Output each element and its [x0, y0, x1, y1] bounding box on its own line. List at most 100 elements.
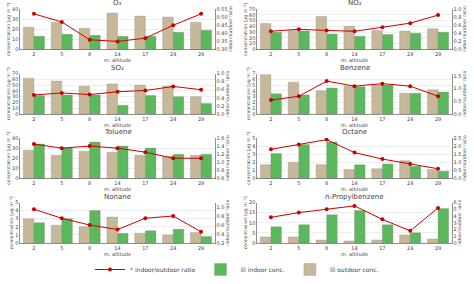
svg-text:concentration (µg m⁻³): concentration (µg m⁻³) — [243, 3, 248, 56]
svg-text:17: 17 — [379, 180, 385, 186]
svg-text:5: 5 — [252, 230, 255, 236]
svg-text:0: 0 — [252, 240, 255, 246]
svg-text:indoor/outdoor ratio: indoor/outdoor ratio — [225, 135, 230, 181]
svg-text:0.8: 0.8 — [217, 167, 225, 173]
svg-text:17: 17 — [142, 116, 148, 122]
svg-text:0.6: 0.6 — [217, 86, 225, 92]
svg-text:40: 40 — [249, 23, 255, 29]
svg-text:24: 24 — [407, 245, 413, 251]
svg-text:6: 6 — [454, 199, 457, 205]
svg-text:1.6: 1.6 — [217, 135, 225, 141]
svg-text:20: 20 — [12, 155, 18, 161]
svg-text:5: 5 — [297, 116, 300, 122]
svg-text:0.0: 0.0 — [217, 111, 225, 117]
svg-text:3: 3 — [252, 93, 255, 99]
svg-text:0.4: 0.4 — [454, 30, 462, 36]
svg-text:8: 8 — [88, 245, 91, 251]
svg-text:n-Propylbenzene: n-Propylbenzene — [325, 193, 384, 201]
svg-text:0.6: 0.6 — [217, 175, 225, 181]
svg-text:0: 0 — [252, 175, 255, 181]
svg-text:10: 10 — [249, 220, 255, 226]
svg-text:0.6: 0.6 — [217, 222, 225, 228]
svg-text:70: 70 — [249, 6, 255, 12]
svg-text:4: 4 — [454, 213, 457, 219]
svg-text:14: 14 — [114, 51, 120, 57]
svg-text:indoor/outdoor ratio: indoor/outdoor ratio — [225, 70, 230, 116]
svg-text:1.0: 1.0 — [217, 70, 225, 76]
svg-text:0: 0 — [252, 46, 255, 52]
svg-text:0.2: 0.2 — [454, 38, 462, 44]
svg-text:1.0: 1.0 — [217, 159, 225, 165]
svg-text:4: 4 — [252, 143, 255, 149]
svg-text:2: 2 — [32, 51, 35, 57]
svg-text:8: 8 — [88, 116, 91, 122]
svg-text:17: 17 — [142, 245, 148, 251]
svg-text:m. altitude: m. altitude — [104, 57, 131, 63]
svg-text:5: 5 — [297, 245, 300, 251]
svg-text:0: 0 — [15, 111, 18, 117]
svg-text:Octane: Octane — [342, 128, 367, 136]
svg-text:concentration (µg m⁻³): concentration (µg m⁻³) — [6, 3, 11, 56]
svg-text:10: 10 — [12, 165, 18, 171]
svg-text:1.5: 1.5 — [454, 73, 462, 79]
svg-text:10: 10 — [249, 40, 255, 46]
svg-text:1.0: 1.0 — [217, 204, 225, 210]
svg-text:0: 0 — [15, 240, 18, 246]
svg-text:5: 5 — [15, 199, 18, 205]
svg-text:0.0: 0.0 — [454, 46, 462, 52]
svg-text:14: 14 — [351, 116, 357, 122]
svg-text:50: 50 — [249, 17, 255, 23]
svg-text:m. altitude: m. altitude — [341, 186, 368, 192]
svg-text:3: 3 — [252, 151, 255, 157]
svg-text:0: 0 — [454, 240, 457, 246]
svg-text:20: 20 — [12, 99, 18, 105]
svg-text:30: 30 — [249, 29, 255, 35]
svg-text:5: 5 — [60, 116, 63, 122]
svg-text:0.5: 0.5 — [454, 167, 462, 173]
svg-text:29: 29 — [435, 245, 441, 251]
svg-text:5: 5 — [297, 180, 300, 186]
svg-text:2: 2 — [252, 159, 255, 165]
svg-text:0.4: 0.4 — [217, 231, 225, 237]
svg-text:2: 2 — [269, 180, 272, 186]
svg-text:indoor/outdoor ratio: indoor/outdoor ratio — [462, 70, 467, 116]
svg-text:29: 29 — [435, 180, 441, 186]
svg-text:5: 5 — [60, 245, 63, 251]
svg-text:concentration (µg m⁻³): concentration (µg m⁻³) — [6, 67, 11, 120]
svg-text:2: 2 — [32, 180, 35, 186]
svg-text:30: 30 — [12, 93, 18, 99]
svg-text:concentration (µg m⁻³): concentration (µg m⁻³) — [246, 67, 251, 120]
svg-text:m. altitude: m. altitude — [104, 251, 131, 257]
svg-text:m. altitude: m. altitude — [104, 122, 131, 128]
svg-text:2: 2 — [32, 245, 35, 251]
svg-text:30: 30 — [12, 145, 18, 151]
svg-text:2: 2 — [252, 99, 255, 105]
svg-text:1.0: 1.0 — [454, 159, 462, 165]
svg-text:7: 7 — [252, 70, 255, 76]
svg-text:0.30: 0.30 — [217, 46, 228, 52]
svg-text:0: 0 — [252, 111, 255, 117]
svg-text:m. altitude: m. altitude — [341, 122, 368, 128]
svg-text:24: 24 — [407, 116, 413, 122]
svg-text:1.0: 1.0 — [454, 85, 462, 91]
svg-text:50: 50 — [12, 82, 18, 88]
svg-text:17: 17 — [142, 51, 148, 57]
svg-text:concentration (µg m⁻³): concentration (µg m⁻³) — [246, 132, 251, 185]
svg-text:0.40: 0.40 — [217, 30, 228, 36]
svg-text:60: 60 — [12, 76, 18, 82]
svg-text:0.5: 0.5 — [454, 98, 462, 104]
svg-text:indoor/outdoor ratio: indoor/outdoor ratio — [228, 6, 233, 52]
svg-text:0.8: 0.8 — [217, 78, 225, 84]
svg-text:2.5: 2.5 — [454, 135, 462, 141]
svg-text:40: 40 — [12, 6, 18, 12]
svg-text:m. altitude: m. altitude — [341, 57, 368, 63]
svg-text:29: 29 — [198, 51, 204, 57]
svg-text:O₃: O₃ — [113, 0, 122, 7]
svg-text:5: 5 — [454, 206, 457, 212]
svg-text:1.5: 1.5 — [454, 151, 462, 157]
svg-text:29: 29 — [435, 51, 441, 57]
svg-text:8: 8 — [325, 245, 328, 251]
svg-text:70: 70 — [12, 70, 18, 76]
svg-text:0.8: 0.8 — [454, 14, 462, 20]
svg-text:indoor/outdoor ratio: indoor/outdoor ratio — [457, 199, 462, 245]
